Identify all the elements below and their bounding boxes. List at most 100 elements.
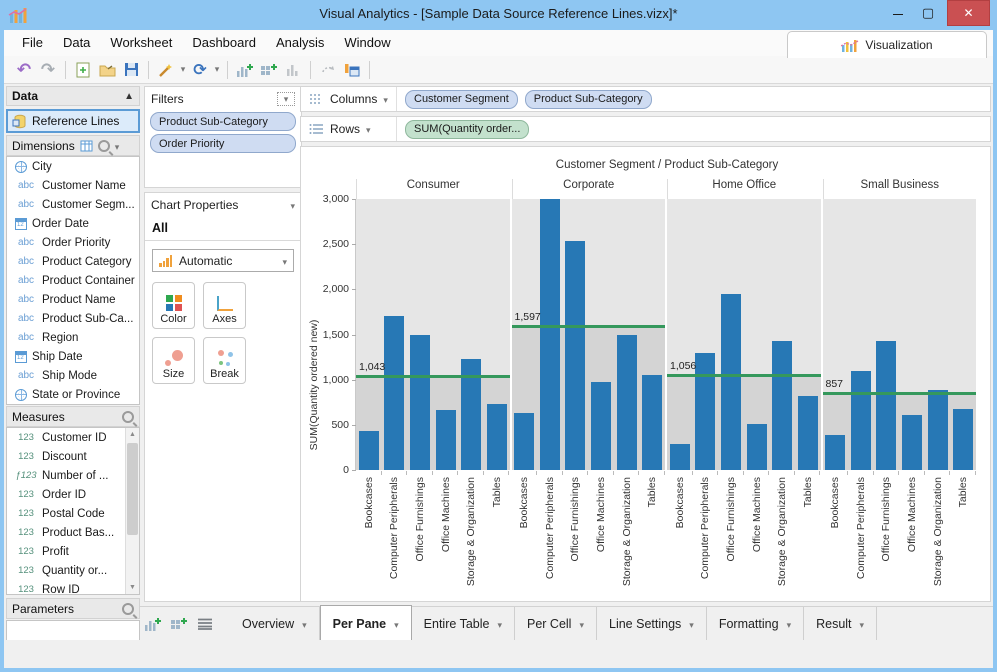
reference-line[interactable] [511, 324, 665, 328]
add-chart-icon[interactable] [140, 614, 166, 634]
bar[interactable] [642, 375, 663, 470]
chart-properties-caret-icon[interactable] [290, 198, 295, 212]
bar[interactable] [384, 315, 405, 470]
tab-caret-icon[interactable] [689, 617, 694, 631]
measures-scrollbar[interactable]: ▲ ▼ [125, 428, 139, 594]
menu-window[interactable]: Window [344, 35, 391, 50]
dimension-item[interactable]: Ship Date [7, 347, 139, 366]
scroll-down-icon[interactable]: ▼ [129, 584, 136, 591]
maximize-button[interactable] [915, 0, 941, 26]
dimension-item[interactable]: Product Name [7, 290, 139, 309]
measure-item[interactable]: Order ID [7, 485, 139, 504]
columns-pill[interactable]: Product Sub-Category [524, 89, 652, 109]
menu-dashboard[interactable]: Dashboard [192, 35, 256, 50]
tab-caret-icon[interactable] [302, 617, 307, 631]
dimension-item[interactable]: Region [7, 328, 139, 347]
filters-menu-button[interactable] [277, 92, 295, 106]
scroll-up-icon[interactable]: ▲ [129, 431, 136, 438]
bar[interactable] [695, 352, 716, 470]
swap-axes-icon[interactable] [316, 59, 340, 81]
new-file-icon[interactable] [71, 59, 95, 81]
undo-icon[interactable]: ↶ [16, 59, 32, 79]
color-button[interactable]: Color [152, 282, 195, 329]
tab-caret-icon[interactable] [579, 617, 584, 631]
worksheet-tab[interactable]: Line Settings [597, 606, 707, 641]
bar[interactable] [358, 431, 379, 470]
bar[interactable] [797, 395, 818, 470]
add-grid-icon[interactable] [257, 59, 281, 81]
measure-item[interactable]: Number of ... [7, 466, 139, 485]
axes-button[interactable]: Axes [203, 282, 246, 329]
measures-search-icon[interactable] [122, 410, 134, 423]
dimension-item[interactable]: Product Category [7, 252, 139, 271]
dimension-item[interactable]: Customer Name [7, 176, 139, 195]
dimension-item[interactable]: Product Container [7, 271, 139, 290]
worksheet-tab[interactable]: Formatting [707, 606, 805, 641]
menu-file[interactable]: File [22, 35, 43, 50]
magic-wand-caret-icon[interactable] [178, 64, 188, 75]
dimension-item[interactable]: Product Sub-Ca... [7, 309, 139, 328]
bar[interactable] [927, 389, 948, 470]
bar[interactable] [825, 434, 846, 470]
redo-icon[interactable]: ↷ [40, 59, 56, 79]
refresh-caret-icon[interactable] [212, 64, 222, 75]
worksheet-tab[interactable]: Per Pane [319, 604, 412, 641]
add-grid-icon[interactable] [166, 614, 192, 634]
measure-item[interactable]: Quantity or... [7, 561, 139, 580]
measure-item[interactable]: Product Bas... [7, 523, 139, 542]
measure-item[interactable]: Profit [7, 542, 139, 561]
tab-caret-icon[interactable] [394, 617, 399, 631]
bar[interactable] [616, 334, 637, 470]
worksheet-tab[interactable]: Overview [230, 606, 320, 641]
bar[interactable] [539, 199, 560, 470]
menu-worksheet[interactable]: Worksheet [110, 35, 173, 50]
open-folder-icon[interactable] [95, 59, 119, 81]
bar[interactable] [669, 443, 690, 470]
measure-item[interactable]: Customer ID [7, 428, 139, 447]
bar[interactable] [565, 241, 586, 470]
table-icon[interactable] [80, 140, 93, 152]
dimension-item[interactable]: City [7, 157, 139, 176]
rows-caret-icon[interactable] [366, 122, 371, 136]
chart-window-icon[interactable] [340, 59, 364, 81]
columns-caret-icon[interactable] [383, 92, 388, 106]
reference-line[interactable] [667, 373, 821, 377]
dimension-item[interactable]: Customer Segm... [7, 195, 139, 214]
filter-pill[interactable]: Product Sub-Category [150, 112, 296, 131]
data-source-reference-lines[interactable]: Reference Lines [6, 109, 140, 133]
bar[interactable] [953, 408, 974, 470]
tab-visualization[interactable]: Visualization [787, 31, 987, 58]
bar[interactable] [409, 335, 430, 470]
bar[interactable] [461, 358, 482, 470]
measure-item[interactable]: Postal Code [7, 504, 139, 523]
reference-line[interactable] [822, 391, 976, 395]
mark-type-dropdown[interactable]: Automatic [152, 249, 294, 272]
bar[interactable] [850, 370, 871, 470]
worksheet-tab[interactable]: Entire Table [412, 606, 515, 641]
reference-line[interactable] [356, 374, 510, 378]
minimize-button[interactable] [885, 0, 911, 26]
bar[interactable] [876, 340, 897, 470]
tab-caret-icon[interactable] [860, 617, 865, 631]
dimensions-menu-caret-icon[interactable] [115, 139, 120, 153]
bar[interactable] [591, 382, 612, 470]
scrollbar-thumb[interactable] [127, 443, 138, 535]
sort-toggle-icon[interactable]: ▲ [124, 90, 134, 102]
dimensions-search-icon[interactable] [97, 139, 110, 152]
bar-view-icon[interactable] [281, 59, 305, 81]
add-chart-icon[interactable] [233, 59, 257, 81]
save-icon[interactable] [119, 59, 143, 81]
columns-pill[interactable]: Customer Segment [405, 89, 518, 109]
break-button[interactable]: Break [203, 337, 246, 384]
tab-caret-icon[interactable] [497, 617, 502, 631]
dimension-item[interactable]: Order Date [7, 214, 139, 233]
parameters-search-icon[interactable] [122, 602, 134, 615]
tab-caret-icon[interactable] [787, 617, 792, 631]
worksheet-tab[interactable]: Result [804, 606, 878, 641]
rows-pill[interactable]: SUM(Quantity order... [405, 119, 530, 139]
bar[interactable] [514, 413, 535, 470]
filter-pill[interactable]: Order Priority [150, 134, 296, 153]
bar[interactable] [746, 423, 767, 470]
worksheet-tab[interactable]: Per Cell [515, 606, 597, 641]
dimension-item[interactable]: State or Province [7, 385, 139, 404]
